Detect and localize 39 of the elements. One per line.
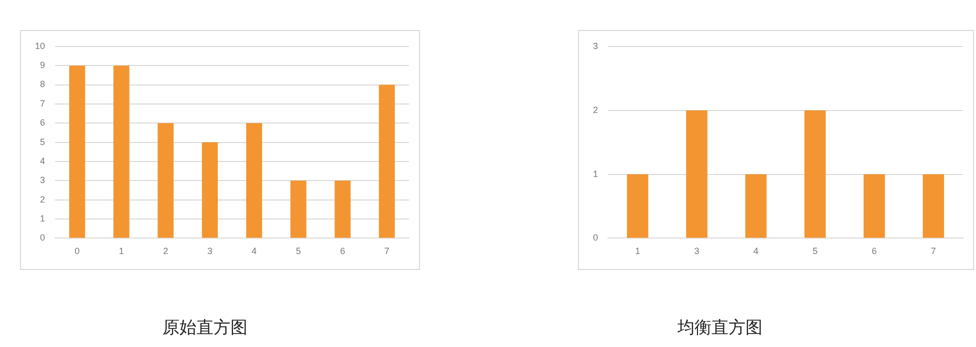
y-tick-label: 3 (592, 40, 598, 51)
text: 原始直方图 (162, 317, 248, 339)
y-tick-label: 1 (592, 168, 598, 179)
x-tick-label: 6 (340, 246, 346, 256)
x-tick-label: 6 (872, 246, 877, 256)
x-tick-label: 1 (118, 246, 124, 256)
y-tick-label: 2 (40, 194, 46, 204)
x-tick-label: 4 (252, 246, 257, 256)
x-tick-label: 3 (694, 246, 700, 256)
x-tick-label: 4 (753, 246, 758, 256)
bar (113, 66, 130, 238)
x-tick-label: 7 (930, 246, 936, 256)
bar (290, 180, 306, 238)
y-tick-label: 6 (40, 118, 46, 128)
bar (246, 123, 262, 238)
y-tick-label: 2 (592, 104, 598, 115)
x-tick-label: 5 (296, 246, 301, 256)
y-tick-label: 1 (40, 214, 46, 224)
x-tick-label: 2 (163, 246, 168, 256)
bar (334, 180, 351, 238)
x-tick-label: 5 (812, 246, 818, 256)
x-tick-label: 0 (74, 246, 80, 256)
y-tick-label: 3 (40, 175, 46, 186)
x-tick-label: 3 (207, 246, 212, 256)
bar (202, 142, 218, 238)
y-tick-label: 10 (34, 40, 46, 51)
bar (158, 123, 174, 238)
y-tick-label: 8 (40, 79, 46, 90)
bar (378, 84, 395, 238)
y-tick-label: 0 (592, 232, 598, 243)
x-tick-label: 1 (635, 246, 640, 256)
bar (69, 66, 86, 238)
y-tick-label: 7 (40, 98, 46, 108)
y-tick-label: 9 (40, 60, 46, 70)
y-tick-label: 5 (40, 136, 46, 147)
y-tick-label: 4 (40, 156, 46, 166)
y-tick-label: 0 (40, 232, 46, 243)
text: 均衡直方图 (676, 317, 764, 339)
x-tick-label: 7 (384, 246, 390, 256)
